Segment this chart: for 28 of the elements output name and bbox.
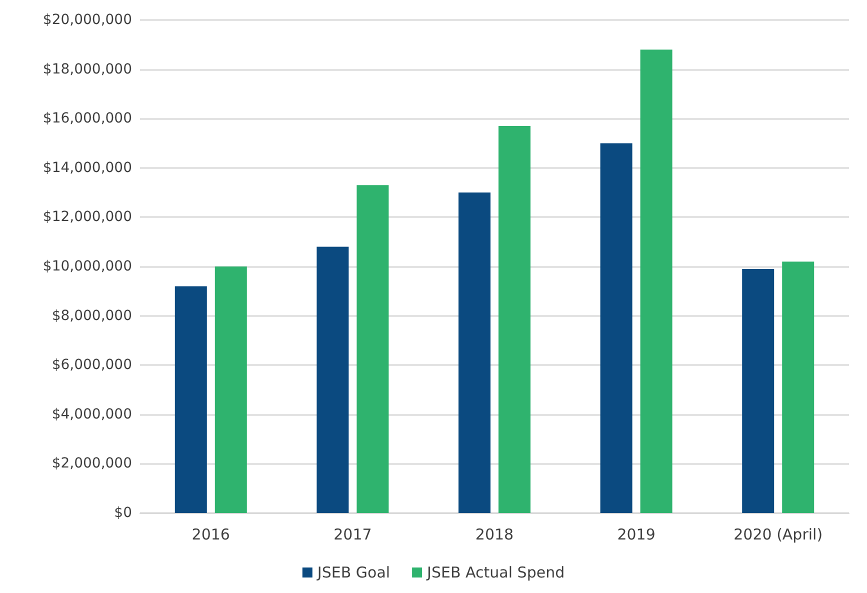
- bar: [600, 143, 632, 513]
- y-tick-label: $6,000,000: [52, 357, 132, 374]
- x-tick-label: 2020 (April): [734, 526, 823, 544]
- x-tick-label: 2019: [617, 526, 656, 544]
- y-tick-label: $2,000,000: [52, 456, 132, 472]
- y-tick-label: $10,000,000: [42, 258, 132, 274]
- y-tick-label: $12,000,000: [42, 209, 132, 226]
- bar: [498, 126, 530, 513]
- bar: [782, 262, 814, 513]
- y-tick-label: $20,000,000: [42, 12, 132, 28]
- y-tick-label: $8,000,000: [52, 308, 132, 324]
- x-tick-label: 2017: [334, 526, 372, 544]
- y-tick-label: $14,000,000: [42, 160, 132, 176]
- x-tick-label: 2016: [192, 526, 230, 544]
- bar: [214, 266, 247, 513]
- y-tick-label: $16,000,000: [42, 110, 132, 127]
- legend-label: JSEB Actual Spend: [426, 564, 565, 582]
- y-tick-label: $4,000,000: [52, 406, 132, 422]
- bar: [316, 246, 349, 513]
- bar: [640, 50, 672, 513]
- bar: [458, 192, 490, 513]
- legend-label: JSEB Goal: [316, 564, 390, 582]
- y-tick-label: $18,000,000: [42, 61, 132, 78]
- bar: [742, 268, 774, 513]
- x-tick-label: 2018: [475, 526, 514, 544]
- bar: [356, 185, 389, 513]
- y-tick-label: $0: [114, 505, 132, 521]
- bar: [174, 286, 207, 513]
